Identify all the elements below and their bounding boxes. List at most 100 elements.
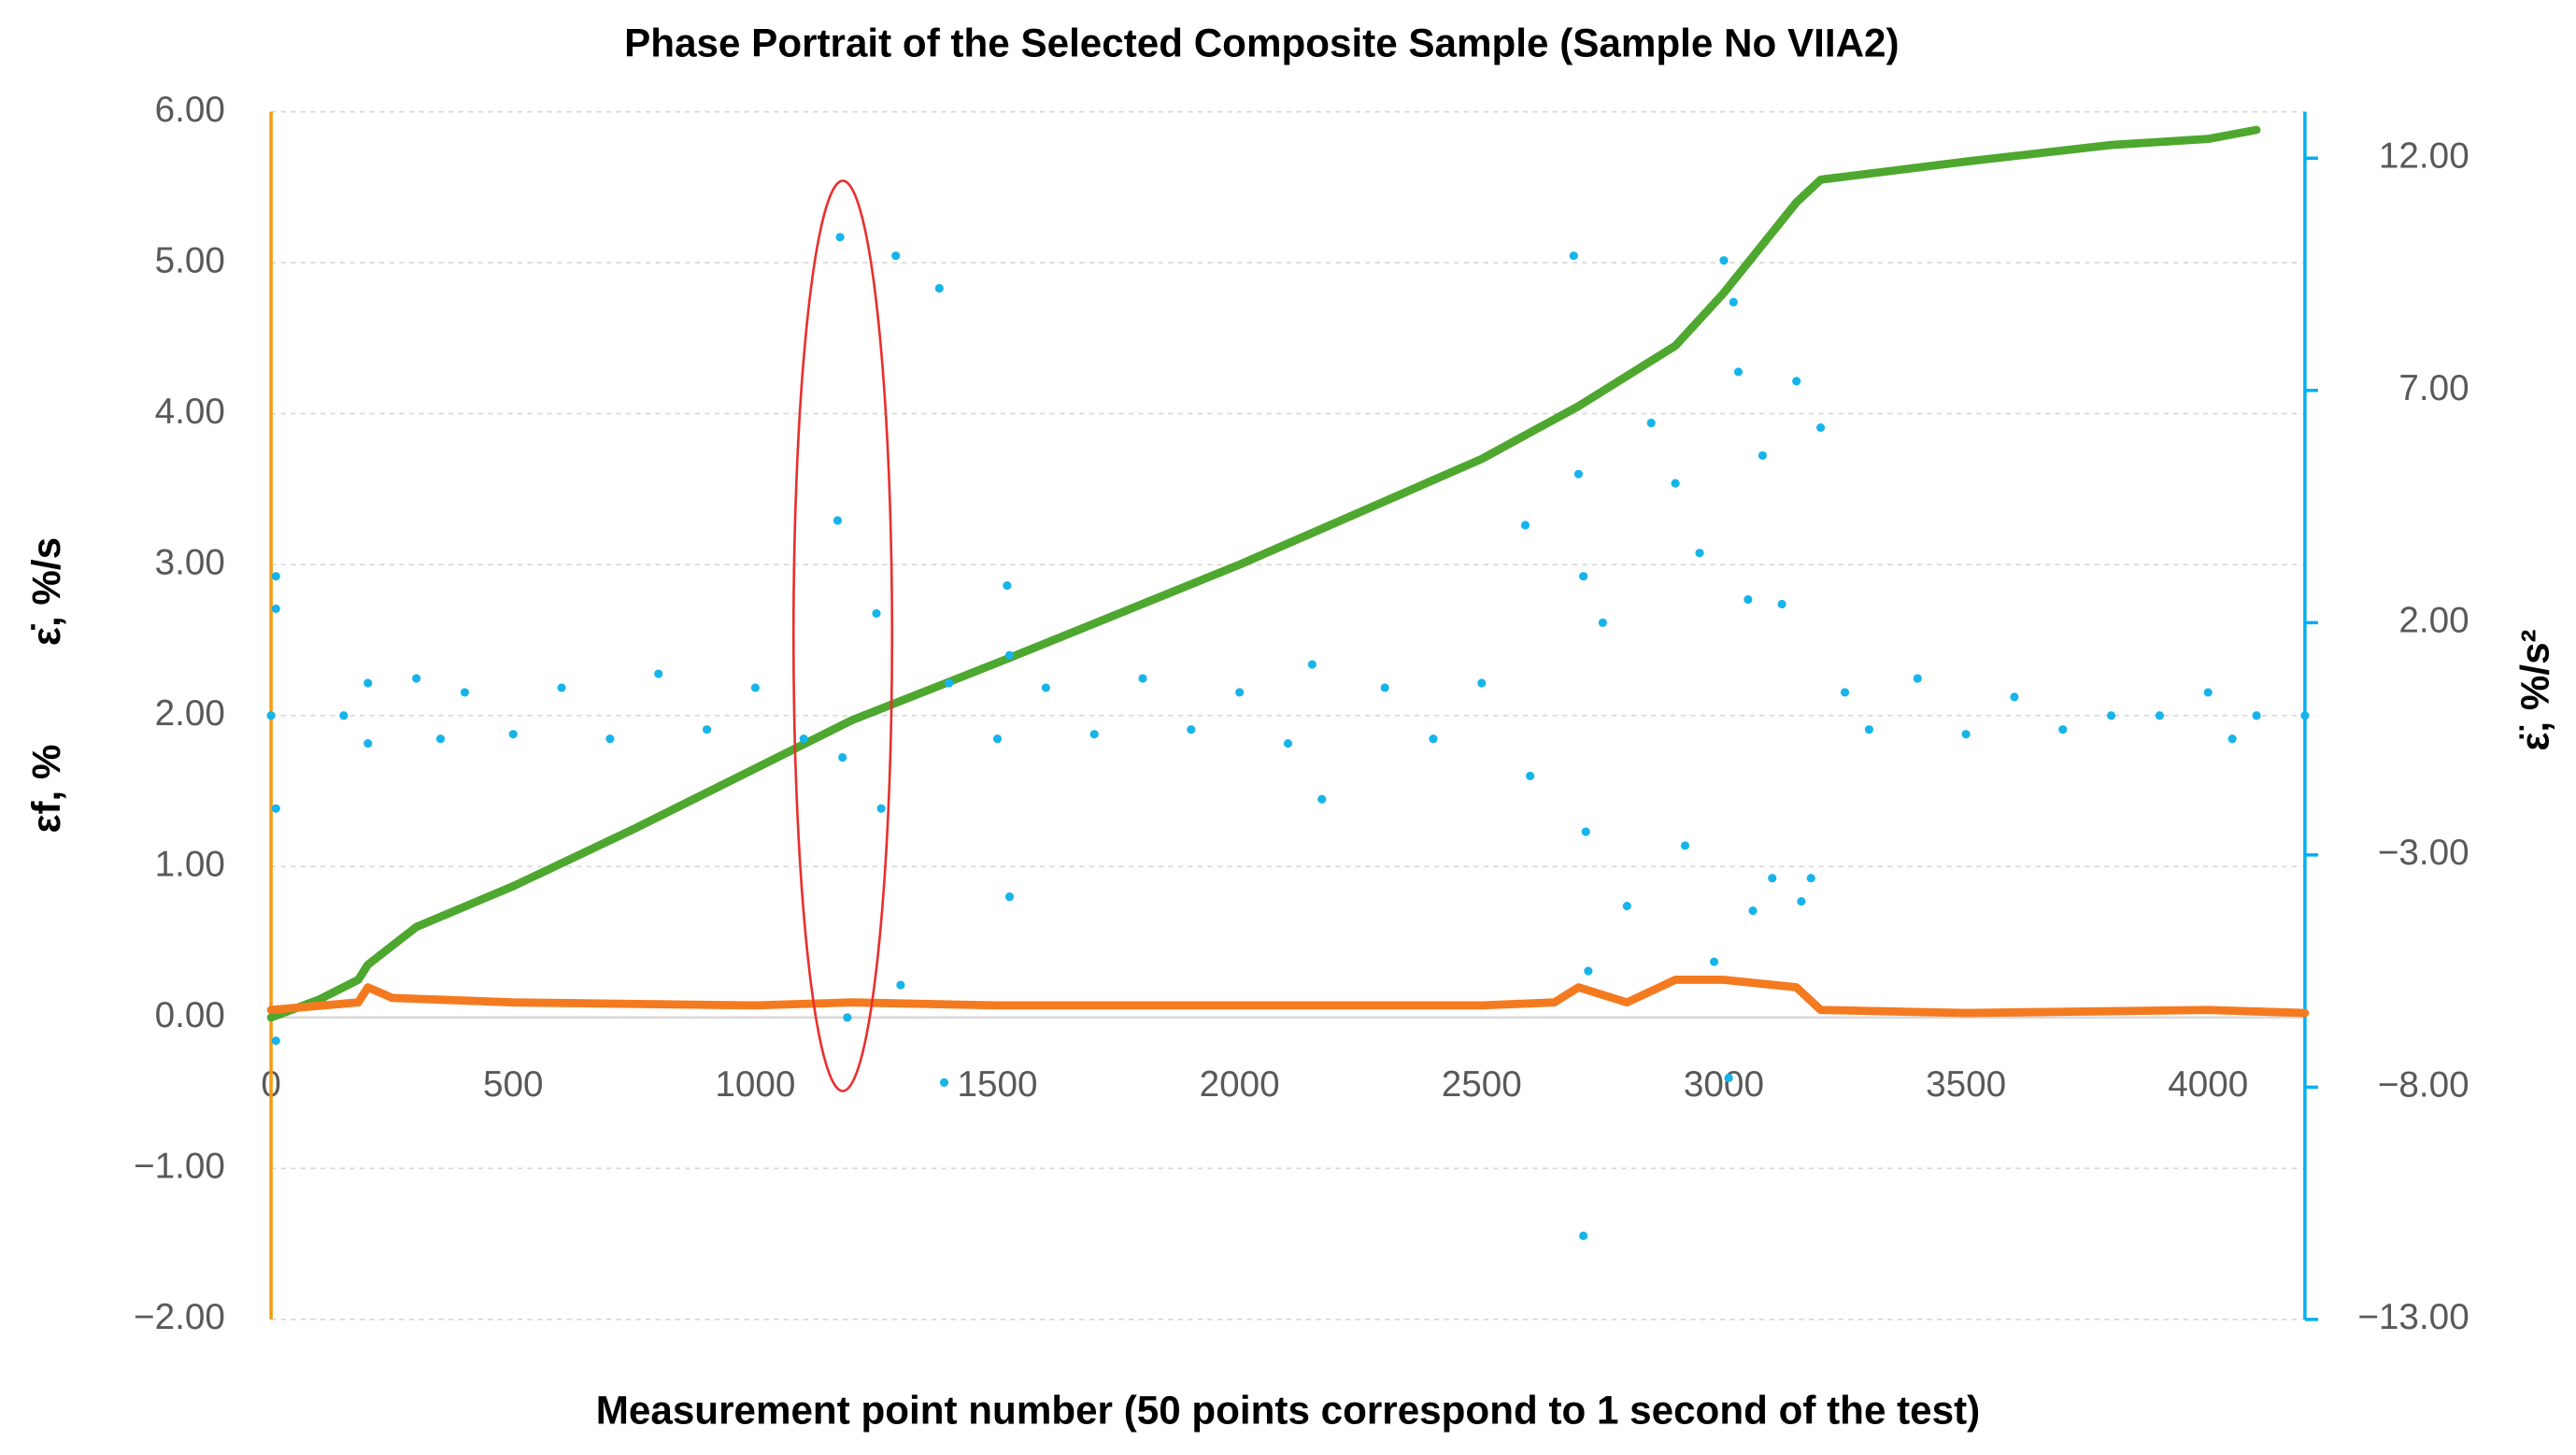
scatter-point (945, 678, 954, 688)
scatter-point (1317, 794, 1327, 804)
scatter-point (1477, 678, 1487, 688)
scatter-point (1743, 594, 1753, 605)
y-tick-label: 6.00 (155, 90, 225, 130)
scatter-point (1526, 771, 1535, 780)
scatter-point (872, 608, 881, 618)
scatter-point (435, 735, 446, 744)
scatter-point (1680, 841, 1690, 850)
scatter-point (1695, 549, 1704, 558)
x-tick-label: 2000 (1200, 1064, 1280, 1105)
y2-tick-label: 2.00 (2398, 601, 2469, 641)
y-tick-label: 2.00 (155, 693, 225, 734)
y2-tick-label: 7.00 (2398, 368, 2469, 408)
scatter-point (271, 1036, 280, 1046)
scatter-point (460, 688, 470, 697)
scatter-point (271, 572, 280, 581)
scatter-point (1719, 256, 1729, 265)
scatter-point (1913, 674, 1922, 683)
scatter-point (843, 1013, 852, 1022)
y-tick-label: −1.00 (134, 1147, 225, 1187)
scatter-point (1138, 674, 1147, 683)
scatter-point (363, 678, 373, 688)
scatter-point (1792, 377, 1801, 386)
x-axis-title: Measurement point number (50 points corr… (596, 1388, 1980, 1432)
scatter-point (1520, 521, 1530, 530)
y2-tick-label: −13.00 (2357, 1297, 2469, 1337)
scatter-point (605, 735, 615, 744)
scatter-point (1579, 572, 1588, 581)
scatter-point (2010, 692, 2019, 702)
scatter-point (1004, 650, 1015, 660)
scatter-point (1235, 688, 1245, 697)
scatter-point (1840, 688, 1850, 697)
scatter-point (1733, 367, 1743, 377)
scatter-point (1569, 251, 1578, 261)
scatter-point (2058, 725, 2068, 735)
scatter-point (896, 980, 905, 990)
scatter-point (891, 251, 901, 261)
scatter-point (992, 735, 1003, 744)
scatter-point (1598, 618, 1607, 627)
scatter-point (1806, 874, 1815, 883)
scatter-point (508, 730, 518, 739)
scatter-point (363, 739, 373, 749)
scatter-point (1864, 725, 1874, 735)
scatter-point (835, 233, 845, 242)
scatter-point (557, 683, 566, 692)
y2-tick-label: −3.00 (2378, 833, 2469, 873)
scatter-point (2155, 711, 2164, 720)
y-tick-label: 5.00 (155, 240, 225, 280)
scatter-point (1622, 901, 1631, 911)
y2-tick-label: −8.00 (2378, 1065, 2469, 1106)
x-tick-label: 2500 (1442, 1064, 1522, 1105)
y-tick-label: 1.00 (155, 845, 225, 885)
highlight-ellipse (791, 179, 894, 1092)
scatter-point (1041, 683, 1050, 692)
scatter-point (838, 752, 847, 763)
scatter-point (271, 804, 280, 813)
scatter-point (1573, 469, 1584, 478)
x-tick-label: 4000 (2168, 1064, 2248, 1105)
scatter-point (1380, 683, 1389, 692)
scatter-point (939, 1077, 949, 1087)
series-line (266, 125, 2261, 1022)
scatter-point (1777, 599, 1786, 609)
chart-title: Phase Portrait of the Selected Composite… (624, 21, 1899, 64)
scatter-point (1307, 660, 1316, 669)
scatter-point (833, 516, 843, 525)
scatter-point (1768, 874, 1777, 883)
scatter-point (1724, 1073, 1733, 1083)
series-line (266, 976, 2310, 1018)
scatter-point (1646, 419, 1656, 428)
x-tick-label: 1000 (715, 1064, 795, 1105)
scatter-point (1961, 730, 1971, 739)
y-tick-label: 3.00 (155, 542, 225, 582)
x-tick-label: 3000 (1684, 1064, 1764, 1105)
scatter-point (702, 725, 712, 735)
y-axis-title-2: ε̇, %/s (24, 537, 68, 646)
scatter-point (934, 283, 944, 293)
scatter-point (2106, 711, 2116, 720)
scatter-point (339, 711, 349, 720)
scatter-point (1816, 423, 1826, 433)
y-axis-title: εf, % (24, 744, 68, 833)
scatter-point (2300, 711, 2310, 720)
scatter-point (271, 604, 280, 614)
scatter-point (750, 683, 760, 692)
scatter-point (1710, 957, 1719, 966)
x-tick-label: 3500 (1926, 1064, 2006, 1105)
y-tick-label: 0.00 (155, 995, 225, 1035)
scatter-point (1283, 739, 1293, 749)
scatter-point (1187, 725, 1196, 735)
scatter-point (1429, 735, 1438, 744)
scatter-point (1003, 581, 1012, 591)
scatter-point (1584, 966, 1593, 976)
y-tick-label: 4.00 (155, 392, 225, 432)
scatter-point (2203, 688, 2213, 697)
scatter-point (1671, 478, 1680, 488)
scatter-point (876, 804, 886, 813)
y2-tick-label: 12.00 (2379, 136, 2469, 177)
scatter-point (1581, 827, 1590, 836)
